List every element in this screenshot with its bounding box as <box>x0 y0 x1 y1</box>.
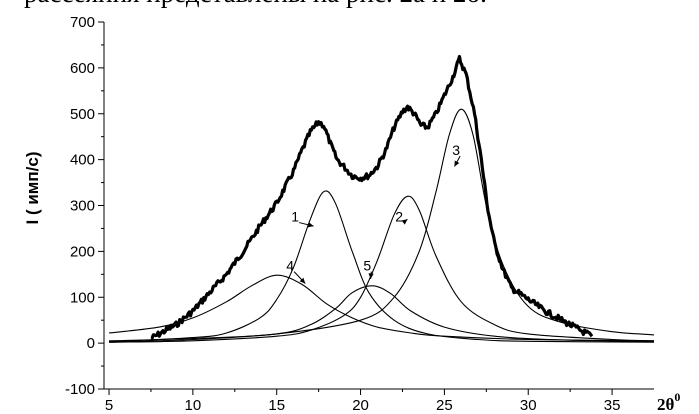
x-tick-label: 30 <box>520 397 537 414</box>
x-axis-title-sup: 0 <box>674 390 680 404</box>
peak-arrowhead-1 <box>307 222 314 228</box>
peak-label-5: 5 <box>363 258 371 274</box>
x-tick-label: 5 <box>105 397 113 414</box>
y-tick-label: 600 <box>70 60 95 77</box>
chart-axes <box>103 22 654 390</box>
fitted-peak-4-line <box>108 274 655 342</box>
peak-arrowhead-4 <box>299 277 306 284</box>
peak-label-2: 2 <box>395 209 403 225</box>
peak-arrowhead-3 <box>454 160 460 167</box>
y-tick-label: 400 <box>70 152 95 169</box>
y-tick-label: 200 <box>70 243 95 260</box>
peak-label-3: 3 <box>452 142 460 158</box>
x-tick-label: 15 <box>268 397 285 414</box>
peak-label-4: 4 <box>286 258 294 274</box>
clipped-text-line: рассеяния представлены на рис. 2а и 2б. <box>24 0 487 9</box>
x-axis-title-main: 2θ <box>657 395 675 414</box>
fitted-peak-5-line <box>108 285 655 343</box>
y-axis-title: I ( имп/с) <box>23 152 42 225</box>
y-tick-label: 100 <box>70 289 95 306</box>
peak-arrowhead-2 <box>401 219 408 225</box>
y-tick-label: 700 <box>70 14 95 31</box>
x-tick-label: 10 <box>185 397 202 414</box>
x-axis-title: 2θ0 <box>657 390 680 414</box>
y-tick-label: 0 <box>87 335 95 352</box>
y-tick-label: 500 <box>70 106 95 123</box>
fitted-peak-1-line <box>108 190 655 343</box>
y-tick-label: 300 <box>70 198 95 215</box>
y-tick-label: -100 <box>65 381 95 398</box>
x-tick-label: 20 <box>352 397 369 414</box>
fitted-peak-2-line <box>108 195 655 343</box>
x-tick-label: 25 <box>436 397 453 414</box>
peak-label-1: 1 <box>291 209 299 225</box>
x-tick-label: 35 <box>604 397 621 414</box>
peak-arrowhead-5 <box>368 273 374 279</box>
fitted-peak-3-line <box>108 108 655 342</box>
